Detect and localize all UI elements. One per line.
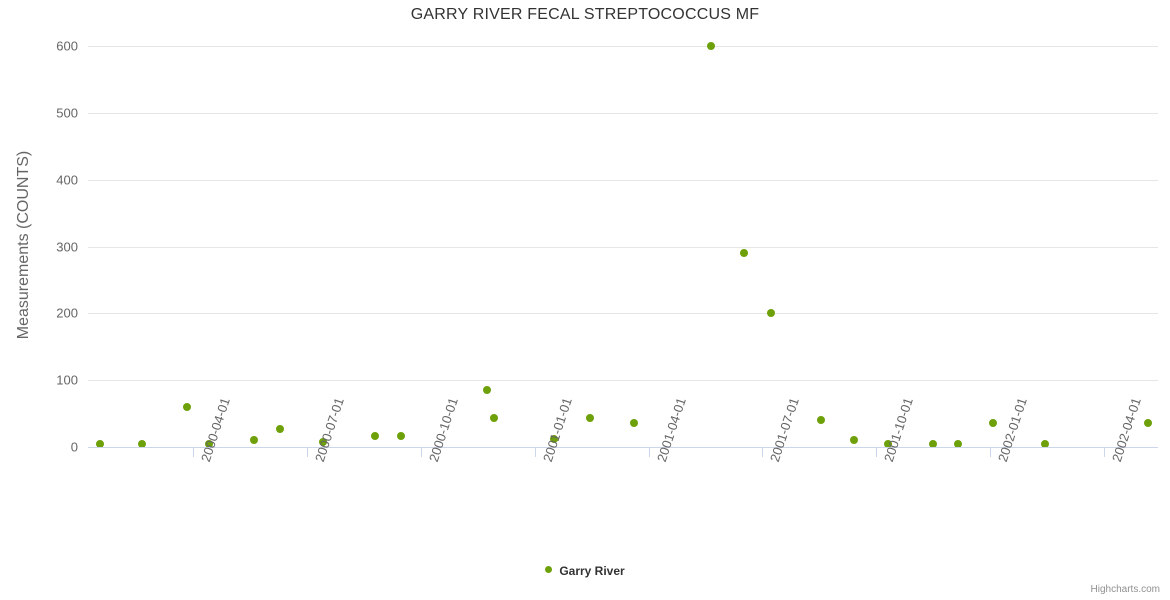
y-axis-tick-label: 300 — [56, 239, 78, 255]
y-axis-tick-label: 0 — [70, 439, 78, 455]
x-axis-tick — [876, 447, 877, 457]
data-point[interactable] — [707, 42, 715, 50]
x-axis-line — [88, 447, 1158, 448]
legend-item-garry-river[interactable]: Garry River — [545, 563, 625, 578]
y-axis-tick-label: 600 — [56, 38, 78, 54]
data-point[interactable] — [183, 403, 191, 411]
data-point[interactable] — [586, 414, 594, 422]
legend-item-label: Garry River — [559, 563, 625, 578]
gridline — [88, 380, 1158, 381]
data-point[interactable] — [397, 432, 405, 440]
chart-legend: Garry River — [0, 563, 1170, 578]
data-point[interactable] — [850, 436, 858, 444]
x-axis-tick — [990, 447, 991, 457]
y-axis-tick-label: 400 — [56, 172, 78, 188]
highcharts-credits[interactable]: Highcharts.com — [1090, 584, 1160, 595]
x-axis-tick — [193, 447, 194, 457]
data-point[interactable] — [371, 432, 379, 440]
chart-title: GARRY RIVER FECAL STREPTOCOCCUS MF — [410, 6, 760, 23]
data-point[interactable] — [483, 386, 491, 394]
gridline — [88, 46, 1158, 47]
data-point[interactable] — [1144, 419, 1152, 427]
data-point[interactable] — [250, 436, 258, 444]
x-axis-tick — [762, 447, 763, 457]
data-point[interactable] — [550, 435, 558, 443]
x-axis-tick — [307, 447, 308, 457]
y-axis-labels: 600 500 400 300 200 100 0 — [0, 0, 78, 600]
y-axis-tick-label: 500 — [56, 105, 78, 121]
circle-marker-icon — [545, 566, 553, 574]
data-point[interactable] — [989, 419, 997, 427]
x-axis-tick — [421, 447, 422, 457]
y-axis-tick-label: 100 — [56, 372, 78, 388]
data-point[interactable] — [767, 309, 775, 317]
gridline — [88, 113, 1158, 114]
gridline — [88, 247, 1158, 248]
gridline — [88, 313, 1158, 314]
plot-area — [88, 42, 1158, 448]
data-point[interactable] — [490, 414, 498, 422]
data-point[interactable] — [630, 419, 638, 427]
x-axis-tick — [649, 447, 650, 457]
y-axis-title: Measurements (COUNTS) — [15, 150, 32, 340]
data-point[interactable] — [817, 416, 825, 424]
gridline — [88, 180, 1158, 181]
x-axis-tick — [1104, 447, 1105, 457]
data-point[interactable] — [319, 438, 327, 446]
data-point[interactable] — [740, 249, 748, 257]
data-point[interactable] — [276, 425, 284, 433]
x-axis-tick — [535, 447, 536, 457]
y-axis-tick-label: 200 — [56, 305, 78, 321]
